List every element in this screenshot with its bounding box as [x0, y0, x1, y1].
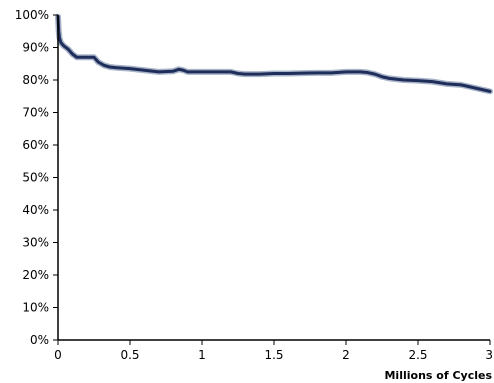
- x-tick-label: 1.5: [264, 348, 283, 362]
- x-tick-label: 0: [54, 348, 62, 362]
- y-tick-label: 90%: [22, 41, 49, 55]
- series-line: [56, 15, 492, 93]
- axes: [57, 15, 490, 341]
- y-tick-label: 40%: [22, 203, 49, 217]
- y-tick-label: 100%: [15, 8, 49, 22]
- y-tick-label: 10%: [22, 301, 49, 315]
- y-tick-label: 20%: [22, 268, 49, 282]
- y-tick-label: 0%: [30, 333, 49, 347]
- x-tick-label: 2.5: [408, 348, 427, 362]
- y-tick-label: 50%: [22, 171, 49, 185]
- x-tick-label: 0.5: [120, 348, 139, 362]
- y-tick-label: 70%: [22, 106, 49, 120]
- y-axis-ticks: 0% 10% 20% 30% 40% 50% 60% 70% 80% 90% 100%: [15, 8, 58, 347]
- x-tick-label: 1: [198, 348, 206, 362]
- x-axis-ticks: 0 0.5 1 1.5 2 2.5 3: [54, 340, 493, 362]
- y-tick-label: 60%: [22, 138, 49, 152]
- plot-area: [55, 13, 493, 95]
- y-tick-label: 80%: [22, 73, 49, 87]
- x-axis-title: Millions of Cycles: [384, 369, 492, 382]
- x-tick-label: 3: [485, 348, 493, 362]
- x-tick-label: 2: [342, 348, 350, 362]
- y-tick-label: 30%: [22, 236, 49, 250]
